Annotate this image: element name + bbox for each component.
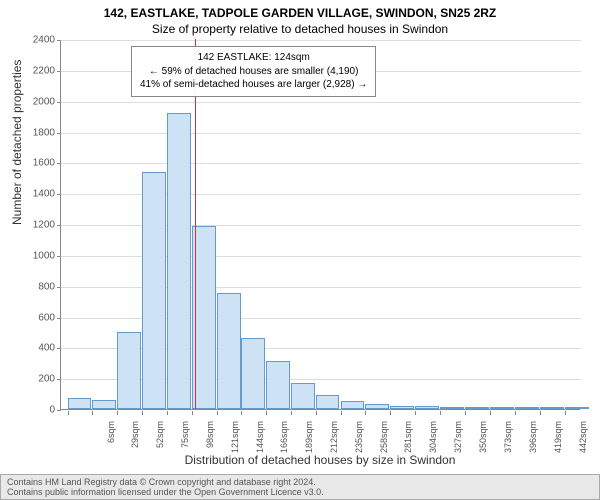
histogram-bar: [341, 401, 365, 409]
ytick-mark: [57, 133, 61, 134]
histogram-bar: [490, 407, 514, 409]
histogram-bar: [266, 361, 290, 409]
ytick-label: 1400: [20, 189, 55, 200]
ytick-mark: [57, 194, 61, 195]
chart-plot-area: 0200400600800100012001400160018002000220…: [60, 40, 580, 410]
ytick-label: 2200: [20, 65, 55, 76]
annotation-line2: ← 59% of detached houses are smaller (4,…: [140, 65, 367, 79]
xtick-mark: [415, 411, 416, 415]
chart-title-address: 142, EASTLAKE, TADPOLE GARDEN VILLAGE, S…: [0, 0, 600, 20]
histogram-bar: [117, 332, 141, 409]
ytick-mark: [57, 318, 61, 319]
ytick-label: 1000: [20, 250, 55, 261]
gridline: [61, 194, 581, 195]
ytick-label: 2000: [20, 96, 55, 107]
annotation-line3: 41% of semi-detached houses are larger (…: [140, 78, 367, 92]
xtick-mark: [540, 411, 541, 415]
ytick-mark: [57, 225, 61, 226]
histogram-bar: [415, 406, 439, 409]
histogram-bar: [365, 404, 389, 409]
footer-attribution: Contains HM Land Registry data © Crown c…: [0, 474, 600, 500]
histogram-bar: [142, 172, 166, 409]
gridline: [61, 256, 581, 257]
gridline: [61, 163, 581, 164]
ytick-mark: [57, 163, 61, 164]
xtick-mark: [440, 411, 441, 415]
xtick-mark: [341, 411, 342, 415]
ytick-label: 2400: [20, 35, 55, 46]
gridline: [61, 102, 581, 103]
y-axis-label: Number of detached properties: [10, 60, 24, 225]
ytick-label: 200: [20, 374, 55, 385]
ytick-label: 600: [20, 312, 55, 323]
xtick-mark: [365, 411, 366, 415]
histogram-bar: [540, 407, 564, 409]
gridline: [61, 133, 581, 134]
annotation-box: 142 EASTLAKE: 124sqm← 59% of detached ho…: [131, 46, 376, 97]
ytick-mark: [57, 102, 61, 103]
gridline: [61, 287, 581, 288]
xtick-mark: [167, 411, 168, 415]
histogram-bar: [515, 407, 539, 409]
histogram-bar: [316, 395, 340, 409]
x-axis-label: Distribution of detached houses by size …: [60, 453, 580, 467]
histogram-bar: [68, 398, 92, 409]
ytick-label: 1800: [20, 127, 55, 138]
ytick-mark: [57, 40, 61, 41]
footer-line2: Contains public information licensed und…: [7, 487, 593, 497]
xtick-mark: [266, 411, 267, 415]
histogram-bar: [440, 407, 464, 409]
xtick-mark: [68, 411, 69, 415]
xtick-mark: [515, 411, 516, 415]
xtick-mark: [565, 411, 566, 415]
ytick-mark: [57, 348, 61, 349]
histogram-bar: [167, 113, 191, 409]
xtick-mark: [291, 411, 292, 415]
gridline: [61, 40, 581, 41]
ytick-mark: [57, 256, 61, 257]
ytick-mark: [57, 71, 61, 72]
xtick-mark: [217, 411, 218, 415]
xtick-mark: [241, 411, 242, 415]
histogram-bar: [390, 406, 414, 409]
histogram-bar: [465, 407, 489, 409]
histogram-bar: [217, 293, 241, 409]
histogram-bar: [291, 383, 315, 409]
xtick-mark: [490, 411, 491, 415]
xtick-mark: [390, 411, 391, 415]
xtick-mark: [465, 411, 466, 415]
ytick-label: 1200: [20, 220, 55, 231]
ytick-label: 400: [20, 343, 55, 354]
histogram-bar: [241, 338, 265, 409]
ytick-label: 1600: [20, 158, 55, 169]
ytick-mark: [57, 379, 61, 380]
xtick-mark: [142, 411, 143, 415]
chart-title-subtitle: Size of property relative to detached ho…: [0, 20, 600, 36]
xtick-mark: [316, 411, 317, 415]
xtick-mark: [117, 411, 118, 415]
xtick-mark: [192, 411, 193, 415]
histogram-bar: [565, 407, 589, 409]
ytick-label: 0: [20, 405, 55, 416]
xtick-mark: [92, 411, 93, 415]
annotation-line1: 142 EASTLAKE: 124sqm: [140, 51, 367, 65]
ytick-mark: [57, 287, 61, 288]
gridline: [61, 318, 581, 319]
histogram-bar: [92, 400, 116, 409]
ytick-label: 800: [20, 281, 55, 292]
footer-line1: Contains HM Land Registry data © Crown c…: [7, 477, 593, 487]
ytick-mark: [57, 410, 61, 411]
gridline: [61, 225, 581, 226]
